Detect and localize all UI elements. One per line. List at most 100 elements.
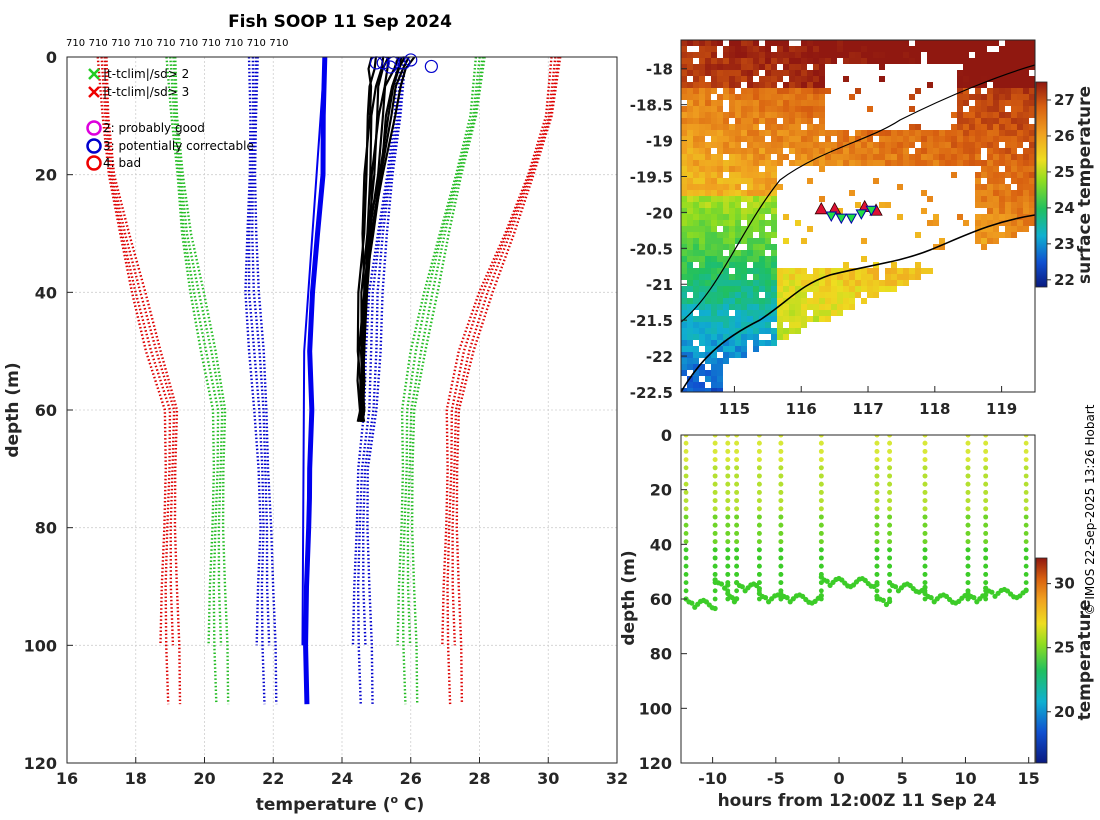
sst-pixel	[771, 280, 777, 286]
sst-pixel	[699, 172, 705, 178]
cast-point	[965, 580, 971, 585]
sst-pixel	[711, 226, 717, 232]
sst-pixel	[741, 94, 747, 100]
sst-pixel	[1017, 166, 1023, 172]
sst-pixel	[987, 226, 993, 232]
sst-pixel	[693, 214, 699, 220]
sst-pixel	[807, 94, 813, 100]
cast-point	[683, 440, 689, 446]
sst-pixel	[681, 370, 687, 376]
sst-pixel	[765, 166, 771, 172]
sst-pixel	[681, 124, 687, 130]
sst-pixel	[819, 118, 825, 124]
sst-pixel	[699, 70, 705, 76]
sst-pixel	[993, 82, 999, 88]
sst-pixel	[1005, 100, 1011, 106]
sst-pixel	[891, 160, 897, 166]
sst-pixel	[777, 328, 783, 334]
sst-pixel	[933, 154, 939, 160]
x-tick-label: 16	[56, 769, 78, 788]
sst-pixel	[981, 214, 987, 220]
sst-pixel	[801, 238, 807, 244]
sst-pixel	[711, 358, 717, 364]
sst-pixel	[921, 46, 927, 52]
sst-pixel	[813, 64, 819, 70]
sst-pixel	[789, 106, 795, 112]
sst-pixel	[801, 52, 807, 58]
sst-pixel	[831, 274, 837, 280]
sst-pixel	[759, 280, 765, 286]
sst-pixel	[753, 148, 759, 154]
cast-point	[922, 531, 928, 536]
sst-pixel	[687, 262, 693, 268]
sst-pixel	[813, 100, 819, 106]
cast-point	[965, 457, 971, 462]
sst-pixel	[735, 322, 741, 328]
sst-pixel	[813, 82, 819, 88]
sst-pixel	[705, 340, 711, 346]
sst-pixel	[729, 178, 735, 184]
sst-pixel	[693, 202, 699, 208]
sst-pixel	[765, 106, 771, 112]
sst-colorbar	[1035, 81, 1048, 288]
sst-pixel	[681, 340, 687, 346]
sst-pixel	[999, 148, 1005, 154]
sst-pixel	[693, 100, 699, 106]
sst-pixel	[729, 328, 735, 334]
sst-pixel	[861, 130, 867, 136]
cast-point	[778, 506, 784, 512]
sst-pixel	[981, 142, 987, 148]
sst-pixel	[705, 388, 711, 392]
top-label-710: 710	[89, 38, 108, 49]
cast-point	[1023, 580, 1029, 585]
sst-pixel	[999, 46, 1005, 52]
sst-pixel	[873, 286, 879, 292]
sst-pixel	[723, 196, 729, 202]
cast-point	[725, 580, 731, 585]
flag3-circle	[383, 60, 397, 74]
climatology-line	[356, 56, 402, 705]
sst-pixel	[957, 52, 963, 58]
sst-pixel	[693, 124, 699, 130]
sst-pixel	[849, 142, 855, 148]
cast-point	[756, 449, 762, 454]
sst-pixel	[729, 256, 735, 262]
cast-point	[874, 473, 880, 479]
sst-pixel	[681, 40, 687, 46]
sst-pixel	[789, 70, 795, 76]
sst-pixel	[717, 220, 723, 226]
sst-pixel	[1011, 46, 1017, 52]
sst-pixel	[681, 364, 687, 370]
map-x-tick-label: 115	[719, 400, 750, 418]
sst-pixel	[699, 352, 705, 358]
sst-pixel	[795, 268, 801, 274]
sst-pixel	[999, 118, 1005, 124]
sst-pixel	[747, 88, 753, 94]
climatology-line	[172, 56, 224, 646]
cast-point	[683, 588, 689, 594]
sst-pixel	[993, 160, 999, 166]
sst-pixel	[711, 220, 717, 226]
sst-pixel	[711, 46, 717, 52]
cast-point	[756, 555, 762, 561]
sst-pixel	[1029, 76, 1035, 82]
sst-pixel	[1011, 214, 1017, 220]
sst-pixel	[1029, 148, 1035, 154]
sst-pixel	[843, 298, 849, 304]
sst-pixel	[987, 70, 993, 76]
sst-pixel	[711, 244, 717, 250]
sst-pixel	[741, 52, 747, 58]
sst-pixel	[783, 106, 789, 112]
map-y-tick-label: -18	[646, 61, 673, 79]
cast-point	[756, 506, 762, 512]
sst-pixel	[765, 202, 771, 208]
sst-pixel	[1023, 64, 1029, 70]
sst-pixel	[735, 232, 741, 238]
sst-pixel	[945, 136, 951, 142]
sst-pixel	[1011, 58, 1017, 64]
sst-pixel	[903, 40, 909, 46]
sst-pixel	[1005, 46, 1011, 52]
sst-pixel	[1017, 190, 1023, 196]
cast-point	[922, 457, 928, 462]
sst-pixel	[753, 250, 759, 256]
